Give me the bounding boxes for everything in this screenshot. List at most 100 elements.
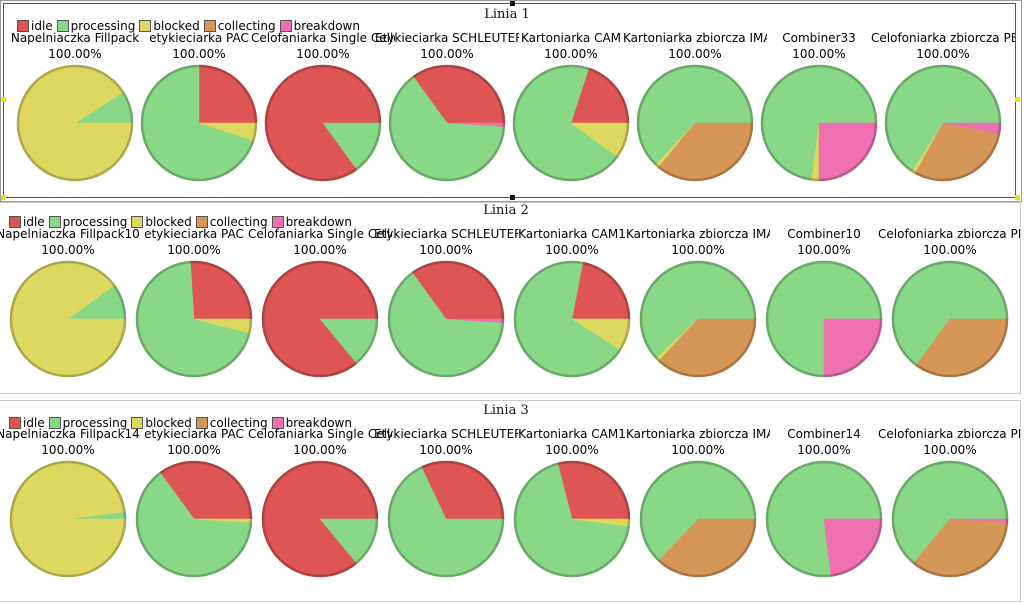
- pie-svg: [9, 260, 127, 378]
- pie-slice-processing: [512, 64, 619, 182]
- legend-item-collecting: collecting: [203, 19, 276, 33]
- pie-slice-idle: [190, 260, 253, 320]
- pie-slice-breakdown: [823, 318, 883, 378]
- pie-rim: [9, 460, 127, 578]
- pie-chart: Celofoniarka zbiorcza PEST 100.00%: [871, 31, 1015, 201]
- legend-label: collecting: [209, 416, 268, 430]
- legend-swatch-idle: [9, 216, 21, 228]
- pie-percent-label: 100.00%: [797, 443, 851, 457]
- pie-slice-blocked: [571, 518, 631, 527]
- pie-label: etykieciarka PAC: [144, 427, 244, 441]
- pie-chart: etykieciarka PAC 100.00%: [132, 427, 256, 597]
- pie-label: Napelniaczka Fillpack10: [0, 227, 140, 241]
- pie-rim: [9, 260, 127, 378]
- legend-swatch-idle: [17, 20, 29, 32]
- pie-slice-blocked: [193, 518, 253, 523]
- legend-label: idle: [31, 19, 53, 33]
- pie-svg: [891, 260, 1009, 378]
- pie-rim: [639, 260, 757, 378]
- pie-chart: Napelniaczka Fillpack14 100.00%: [0, 427, 140, 597]
- legend-label: collecting: [209, 215, 268, 229]
- pie-slice-collecting: [657, 122, 754, 182]
- pie-slice-blocked: [193, 318, 253, 334]
- pie-percent-label: 100.00%: [419, 443, 473, 457]
- pie-percent-label: 100.00%: [545, 443, 599, 457]
- pie-chart: Napelniaczka Fillpack 100.00%: [11, 31, 139, 201]
- legend-swatch-processing: [48, 417, 61, 429]
- pie-label: Kartoniarka zbiorcza IMA149: [626, 427, 770, 441]
- pie-rim: [135, 260, 253, 378]
- pie-label: Celofaniarka Single Cello: [248, 227, 392, 241]
- pie-label: Combiner10: [787, 227, 861, 241]
- pie-slice-processing: [135, 471, 253, 578]
- pie-chart: Celofoniarka zbiorcza PESTE 100.00%: [878, 427, 1020, 597]
- pie-slice-idle: [420, 460, 505, 520]
- pie-label: Etykieciarka SCHLEUTER1: [374, 227, 518, 241]
- pie-slice-breakdown: [445, 318, 505, 323]
- chart-panel-linia-3[interactable]: Linia 3 idle processing blocked collecti…: [0, 400, 1021, 602]
- resize-handle-left[interactable]: [1, 97, 6, 102]
- resize-handle-bottom[interactable]: [510, 195, 515, 200]
- pie-chart: Kartoniarka zbiorcza IMA 100.00%: [623, 31, 767, 201]
- pie-svg: [135, 260, 253, 378]
- pie-percent-label: 100.00%: [293, 443, 347, 457]
- pie-rim: [261, 460, 379, 578]
- pie-slice-blocked: [198, 122, 258, 142]
- legend-label: blocked: [153, 19, 200, 33]
- pie-label: Kartoniarka zbiorcza IMA: [623, 31, 767, 45]
- pie-slice-processing: [388, 75, 506, 182]
- pie-svg: [636, 64, 754, 182]
- pie-rim: [135, 460, 253, 578]
- pie-label: Combiner33: [782, 31, 856, 45]
- pie-rim: [760, 64, 878, 182]
- pie-slice-processing: [513, 260, 622, 378]
- pie-label: Celofoniarka zbiorcza PESTE: [878, 227, 1020, 241]
- resize-handle-bottom-left[interactable]: [1, 195, 6, 200]
- pie-rim: [388, 64, 506, 182]
- pie-chart: Kartoniarka CAM1 100.00%: [510, 427, 634, 597]
- pie-chart: Celofaniarka Single Cello 100.00%: [248, 227, 392, 393]
- pie-rim: [513, 460, 631, 578]
- resize-handle-right[interactable]: [1015, 97, 1020, 102]
- pie-svg: [765, 260, 883, 378]
- legend-item-collecting: collecting: [195, 215, 268, 229]
- pie-svg: [884, 64, 1002, 182]
- chart-panel-linia-1[interactable]: Linia 1 idle processing blocked collecti…: [0, 0, 1022, 202]
- pie-label: Kartoniarka CAM1: [518, 227, 626, 241]
- pie-percent-label: 100.00%: [172, 47, 226, 61]
- pie-rim: [891, 460, 1009, 578]
- pie-label: Etykieciarka SCHLEUTER1: [374, 427, 518, 441]
- legend-item-breakdown: breakdown: [271, 215, 352, 229]
- pie-slice-breakdown: [446, 122, 506, 127]
- pie-slice-collecting: [914, 122, 1001, 182]
- legend-label: blocked: [145, 416, 192, 430]
- legend-item-breakdown: breakdown: [271, 416, 352, 430]
- pie-slice-processing: [639, 260, 757, 360]
- pie-label: Etykieciarka SCHLEUTER: [375, 31, 519, 45]
- pie-slice-breakdown: [949, 518, 1009, 523]
- chart-title: Linia 3: [483, 403, 529, 418]
- pie-svg: [512, 64, 630, 182]
- pie-slice-blocked: [570, 122, 630, 158]
- legend-label: idle: [23, 416, 45, 430]
- legend-label: blocked: [145, 215, 192, 229]
- pie-slice-blocked: [16, 64, 134, 182]
- pie-chart: Combiner14 100.00%: [762, 427, 886, 597]
- resize-handle-top[interactable]: [510, 1, 515, 6]
- legend-swatch-processing: [56, 20, 69, 32]
- legend-item-processing: processing: [56, 19, 135, 33]
- pie-svg: [16, 64, 134, 182]
- legend-swatch-blocked: [139, 20, 152, 32]
- legend-swatch-blocked: [131, 216, 144, 228]
- pie-svg: [639, 460, 757, 578]
- pie-svg: [760, 64, 878, 182]
- legend-swatch-breakdown: [279, 20, 292, 32]
- pie-slice-idle: [557, 460, 631, 520]
- legend-item-idle: idle: [9, 215, 45, 229]
- resize-handle-bottom-right[interactable]: [1015, 195, 1020, 200]
- pie-percent-label: 100.00%: [923, 243, 977, 257]
- pie-svg: [639, 260, 757, 378]
- pie-chart: Combiner10 100.00%: [762, 227, 886, 393]
- chart-panel-linia-2[interactable]: Linia 2 idle processing blocked collecti…: [0, 202, 1021, 394]
